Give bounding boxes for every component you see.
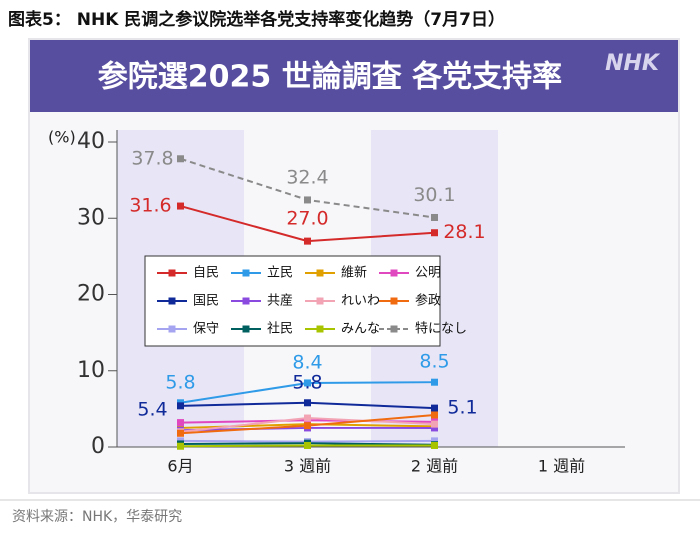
data-label: 31.6 <box>129 195 171 217</box>
legend-label: 特になし <box>415 322 467 337</box>
point <box>177 202 184 210</box>
point <box>431 213 438 221</box>
point <box>304 422 311 430</box>
point <box>304 399 311 407</box>
legend-label: 公明 <box>415 266 441 281</box>
legend-marker <box>242 269 250 277</box>
data-label: 8.4 <box>292 351 322 373</box>
logo: NHK <box>605 51 661 76</box>
banner <box>30 40 678 112</box>
y-tick-label: 10 <box>77 358 105 383</box>
y-axis-label: (%) <box>48 128 76 147</box>
x-tick-label: 6月 <box>167 457 193 476</box>
point <box>304 379 311 387</box>
x-tick-label: 3 週前 <box>284 457 331 476</box>
y-tick-label: 30 <box>77 205 105 230</box>
legend-label: 自民 <box>193 266 219 281</box>
point <box>177 429 184 437</box>
x-tick-label: 1 週前 <box>538 457 585 476</box>
y-tick-label: 40 <box>77 129 105 154</box>
legend-marker <box>168 325 176 333</box>
data-label: 5.8 <box>292 371 322 393</box>
legend-marker <box>168 297 176 305</box>
point <box>431 420 438 428</box>
legend-label: 共産 <box>267 293 293 309</box>
legend-label: 立民 <box>267 266 293 281</box>
y-tick-label: 0 <box>91 434 105 459</box>
chart-title: 参院選2025 世論調査 各党支持率 <box>98 60 562 95</box>
data-label: 37.8 <box>131 147 173 169</box>
legend-label: 維新 <box>341 265 367 281</box>
legend-marker <box>316 297 324 305</box>
legend-label: 保守 <box>193 322 219 337</box>
legend-marker <box>316 325 324 333</box>
point <box>431 411 438 419</box>
legend-marker <box>242 297 250 305</box>
x-tick-label: 2 週前 <box>411 457 458 476</box>
point <box>431 378 438 386</box>
point <box>431 437 438 445</box>
source: 资料来源：NHK，华泰研究 <box>12 509 182 525</box>
data-label: 32.4 <box>286 166 328 188</box>
point <box>177 419 184 427</box>
data-label: 30.1 <box>413 184 455 206</box>
point <box>177 402 184 410</box>
point <box>304 414 311 422</box>
y-tick-label: 20 <box>77 282 105 307</box>
legend-marker <box>242 325 250 333</box>
point <box>431 404 438 412</box>
legend-marker <box>390 297 398 305</box>
data-label: 5.8 <box>165 371 195 393</box>
legend-label: みんな <box>341 322 380 337</box>
legend-marker <box>390 325 398 333</box>
data-label: 28.1 <box>443 221 485 243</box>
legend-label: 国民 <box>193 294 219 309</box>
point <box>304 196 311 204</box>
point <box>431 229 438 237</box>
point <box>431 441 438 449</box>
point <box>177 442 184 450</box>
point <box>304 237 311 245</box>
data-label: 5.1 <box>447 397 477 419</box>
data-label: 27.0 <box>286 208 328 230</box>
data-label: 5.4 <box>137 398 167 420</box>
legend-marker <box>390 269 398 277</box>
legend-marker <box>316 269 324 277</box>
legend-marker <box>168 269 176 277</box>
page-title: 图表5： NHK 民调之参议院选举各党支持率变化趋势（7月7日） <box>8 9 505 30</box>
data-label: 8.5 <box>419 351 449 373</box>
legend-label: 参政 <box>415 293 441 309</box>
point <box>177 155 184 163</box>
legend-label: れいわ <box>341 294 380 309</box>
point <box>304 441 311 449</box>
point <box>431 424 438 432</box>
legend-label: 社民 <box>267 321 293 337</box>
